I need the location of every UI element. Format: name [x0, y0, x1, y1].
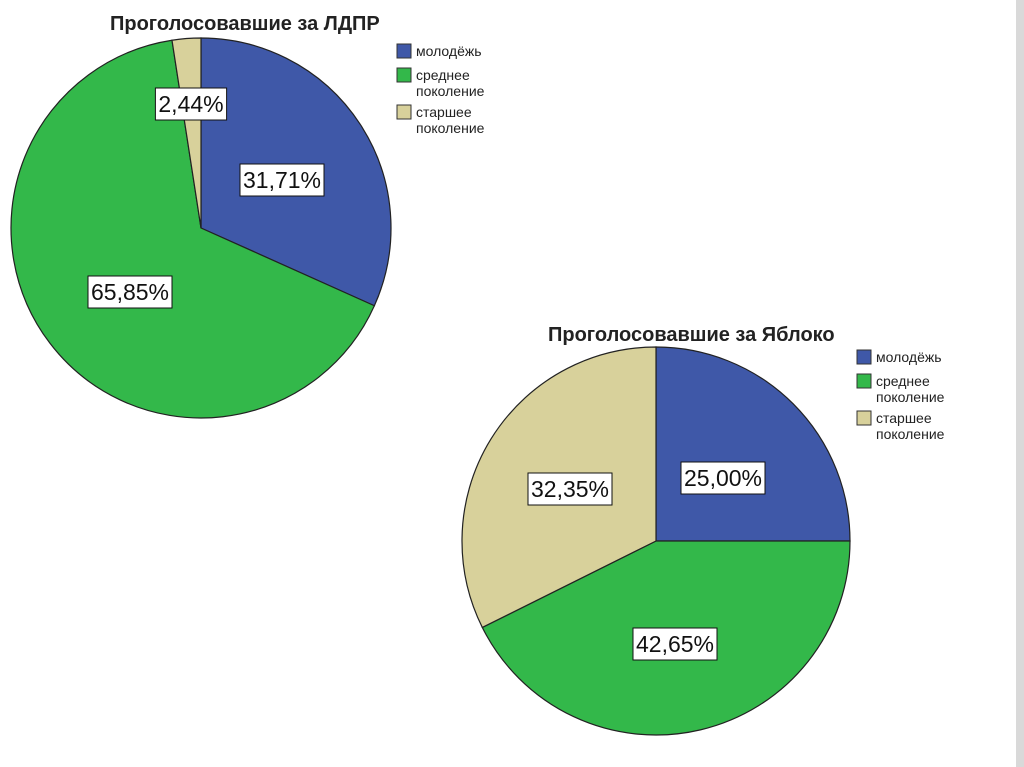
- legend-label: поколение: [876, 426, 945, 442]
- data-label: 32,35%: [527, 472, 613, 506]
- pie-slices: [461, 346, 851, 736]
- pie-chart-yabloko: Проголосовавшие за Яблоко молодёжь средне…: [461, 324, 945, 736]
- pie-slice-1: [655, 346, 851, 542]
- legend-label: поколение: [416, 120, 485, 136]
- legend-swatch: [856, 349, 872, 365]
- data-label-box: [632, 627, 718, 661]
- data-label-text: 65,85%: [91, 279, 169, 305]
- legend-label: старшее: [416, 104, 472, 120]
- legend-label: поколение: [876, 389, 945, 405]
- legend-swatch: [396, 67, 412, 83]
- legend-swatch: [396, 104, 412, 120]
- data-label: 31,71%: [239, 163, 325, 197]
- data-labels: 31,71% 65,85% 2,44%: [87, 87, 325, 309]
- pie-slice-2: [10, 39, 376, 419]
- legend-swatch: [396, 43, 412, 59]
- legend-label: старшее: [876, 410, 932, 426]
- pie-slice-3: [171, 37, 202, 229]
- data-label-box: [680, 461, 766, 495]
- legend-label: поколение: [416, 83, 485, 99]
- legend-swatch: [856, 410, 872, 426]
- data-label-box: [527, 472, 613, 506]
- legend-swatch: [856, 373, 872, 389]
- data-label: 25,00%: [680, 461, 766, 495]
- legend-label: среднее: [416, 67, 470, 83]
- data-label: 42,65%: [632, 627, 718, 661]
- chart-title: Проголосовавшие за Яблоко: [548, 324, 835, 346]
- data-label-box: [154, 87, 228, 121]
- data-label: 65,85%: [87, 275, 173, 309]
- legend-label: молодёжь: [876, 349, 942, 365]
- data-label-text: 32,35%: [531, 476, 609, 502]
- data-label: 2,44%: [154, 87, 228, 121]
- legend-item: молодёжь: [856, 349, 942, 365]
- legend-label: молодёжь: [416, 43, 482, 59]
- data-label-box: [87, 275, 173, 309]
- data-labels: 25,00% 42,65% 32,35%: [527, 461, 766, 661]
- legend-item: молодёжь: [396, 43, 482, 59]
- chart-title: Проголосовавшие за ЛДПР: [110, 13, 380, 35]
- data-label-text: 25,00%: [684, 465, 762, 491]
- data-label-text: 31,71%: [243, 167, 321, 193]
- right-edge-strip: [1016, 0, 1024, 767]
- data-label-text: 42,65%: [636, 631, 714, 657]
- pie-chart-ldpr: Проголосовавшие за ЛДПР молодёжьсреднееп…: [10, 13, 485, 419]
- legend-label: среднее: [876, 373, 930, 389]
- data-label-text: 2,44%: [158, 91, 223, 117]
- data-label-box: [239, 163, 325, 197]
